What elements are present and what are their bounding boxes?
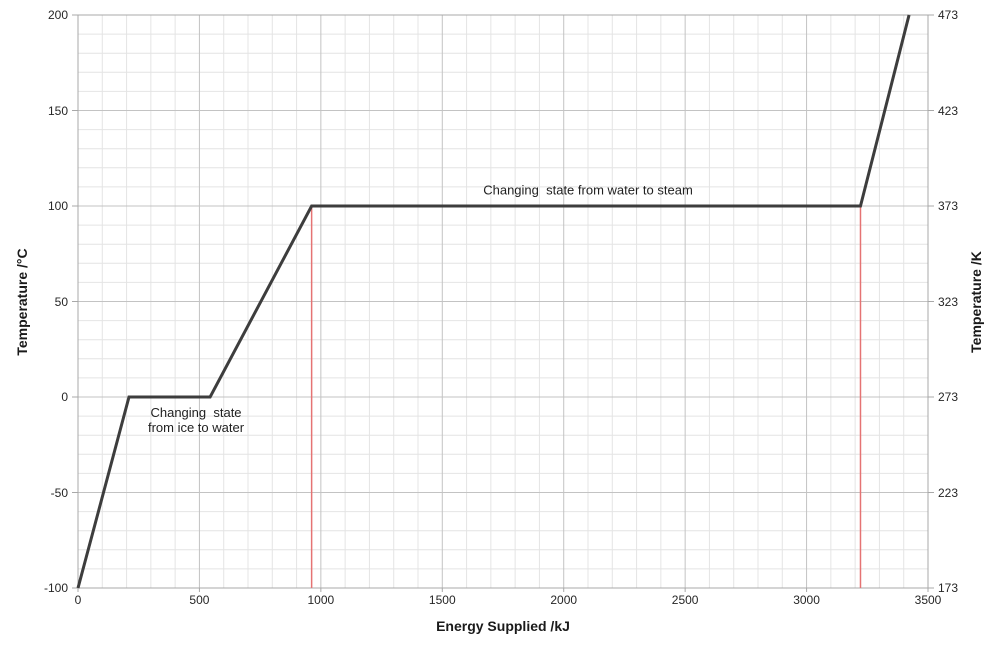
- y-tick-label-right: 173: [938, 581, 959, 595]
- x-tick-label: 1000: [307, 593, 335, 607]
- x-axis-title: Energy Supplied /kJ: [436, 618, 570, 634]
- x-tick-label: 0: [74, 593, 82, 607]
- y-tick-label-right: 323: [938, 294, 959, 309]
- y-tick-label-right: 423: [938, 103, 959, 118]
- x-tick-label: 1500: [428, 593, 456, 607]
- y-tick-label-left: 50: [54, 294, 68, 309]
- y-tick-label-right: 223: [938, 485, 959, 500]
- y-tick-label-left: -50: [50, 485, 68, 500]
- x-tick-label: 3500: [914, 593, 942, 607]
- y-tick-label-left: 200: [47, 8, 68, 22]
- y-tick-label-right: 473: [938, 8, 959, 22]
- x-tick-label: 2500: [671, 593, 699, 607]
- phase-change-annotation: Changing state from ice to water: [147, 404, 245, 435]
- x-tick-label: 2000: [550, 593, 578, 607]
- y-axis-title-right: Temperature /K: [968, 251, 984, 353]
- y-tick-label-left: 0: [61, 390, 68, 404]
- x-tick-label: 500: [189, 593, 210, 607]
- y-tick-label-left: 150: [47, 103, 68, 118]
- phase-change-annotation: Changing state from water to steam: [483, 182, 693, 198]
- y-tick-label-left: -100: [43, 581, 68, 595]
- y-tick-label-left: 100: [47, 199, 68, 213]
- y-axis-title-left: Temperature /°C: [14, 248, 30, 356]
- y-tick-label-right: 373: [938, 199, 959, 213]
- x-tick-label: 3000: [793, 593, 820, 607]
- y-tick-label-right: 273: [938, 390, 959, 404]
- series-line: [76, 14, 911, 589]
